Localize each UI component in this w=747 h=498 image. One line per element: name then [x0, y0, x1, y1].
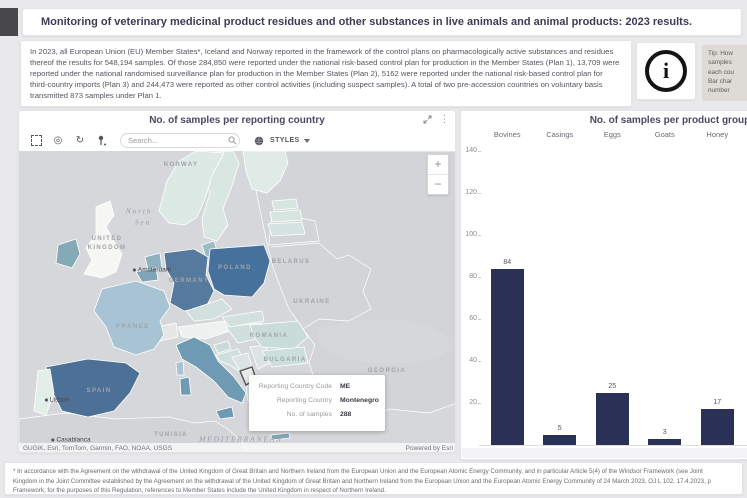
search-input[interactable]: [121, 136, 226, 145]
attribution-esri: Powered by Esri: [405, 445, 453, 452]
footnote-line: Framework, for the purposes of this Regu…: [13, 487, 386, 495]
bar-value-label: 17: [713, 399, 722, 407]
styles-label: STYLES: [270, 137, 300, 144]
map-panel-title: No. of samples per reporting country: [149, 115, 325, 126]
map-tooltip: Reporting Country Code ME Reporting Countr…: [249, 375, 385, 432]
category-label: Casings: [546, 130, 574, 139]
refresh-icon[interactable]: ↻: [75, 135, 85, 146]
y-axis-tick-label: 80: [469, 273, 477, 280]
y-axis-tick-label: 100: [465, 231, 477, 238]
y-axis-tick-mark: [478, 151, 481, 152]
tooltip-row: Reporting Country Code ME: [258, 383, 376, 392]
map-canvas[interactable]: NORWAY North Sea UNITED KINGDOM Amsterdam GERM…: [19, 151, 456, 453]
tooltip-row: Reporting Country Montenegro: [258, 396, 379, 406]
category-label: Bovines: [493, 130, 521, 139]
category-label: Eggs: [603, 130, 621, 139]
tip-text-line: Bar char: [708, 77, 733, 85]
bar-goats[interactable]: [648, 438, 682, 445]
category-label: Honey: [706, 130, 729, 139]
tooltip-field-value: 288: [340, 410, 352, 418]
expand-icon[interactable]: [422, 114, 433, 125]
tip-text-line: number: [708, 87, 730, 95]
x-axis-baseline: [479, 445, 747, 446]
bar-value-label: 25: [608, 382, 617, 390]
y-axis-tick-label: 120: [465, 189, 477, 196]
y-axis-tick-label: 40: [469, 357, 477, 364]
bar-value-label: 3: [662, 428, 667, 436]
zoom-in-button[interactable]: +: [428, 155, 448, 175]
category-label: Goats: [654, 130, 675, 139]
chart-panel: No. of samples per product group Bovines…: [460, 110, 747, 460]
map-panel: No. of samples per reporting country ⋮ ◎…: [18, 110, 456, 453]
tooltip-field-label: Reporting Country: [276, 396, 332, 404]
chart-category-axis: Bovines Casings Eggs Goats Honey: [461, 130, 747, 142]
locate-icon[interactable]: ◎: [53, 135, 63, 146]
y-axis-tick-mark: [478, 319, 481, 320]
bar-eggs[interactable]: [595, 392, 629, 445]
tip-text-line: each cou: [708, 68, 734, 76]
kebab-menu-icon[interactable]: ⋮: [439, 114, 450, 125]
y-axis-tick-label: 20: [469, 399, 477, 406]
styles-dropdown[interactable]: STYLES: [254, 136, 310, 146]
tooltip-field-value: Montenegro: [340, 396, 379, 404]
attribution-sources: GUGiK, Esri, TomTom, Garmin, FAO, NOAA, …: [23, 445, 173, 452]
tooltip-field-value: ME: [340, 383, 351, 390]
bar-casings[interactable]: [543, 434, 577, 445]
map-toolbar: ◎ ↻ STYLES: [19, 130, 455, 151]
bar-value-label: 5: [557, 424, 562, 432]
bar-bovines[interactable]: [490, 268, 524, 445]
search-icon[interactable]: [228, 136, 237, 145]
tooltip-row: No. of samples 288: [258, 411, 376, 420]
footnote-line: * In accordance with the Agreement on th…: [13, 468, 703, 475]
tip-box: Tip: How samples each cou Bar char number: [702, 45, 747, 101]
pin-icon[interactable]: [96, 135, 108, 147]
footnote-card: * In accordance with the Agreement on th…: [4, 462, 743, 495]
y-axis-tick-mark: [478, 361, 481, 362]
zoom-out-button[interactable]: −: [428, 175, 448, 194]
search-box: [120, 133, 240, 148]
europe-choropleth-map[interactable]: [19, 151, 456, 453]
info-card[interactable]: i: [636, 42, 696, 100]
footnote-line: Kingdom in the Joint Committee establish…: [13, 477, 711, 485]
intro-text: In 2023, all European Union (EU) Member …: [30, 47, 620, 100]
window-tab[interactable]: [0, 8, 18, 36]
tip-text-line: Tip: How: [708, 50, 733, 57]
chart-panel-title: No. of samples per product group: [589, 115, 747, 126]
y-axis-tick-mark: [478, 193, 481, 194]
map-zoom-control: + −: [427, 154, 449, 195]
info-icon: i: [645, 50, 687, 92]
y-axis-tick-mark: [478, 403, 481, 404]
y-axis-tick-label: 140: [465, 147, 477, 154]
basemap-icon: [254, 136, 264, 145]
chart-scrollbar-track[interactable]: [462, 448, 747, 458]
tooltip-field-label: No. of samples: [286, 410, 332, 418]
page-title: Monitoring of veterinary medicinal produ…: [41, 16, 693, 28]
y-axis-tick-mark: [478, 235, 481, 236]
tooltip-field-label: Reporting Country Code: [258, 383, 332, 390]
title-bar: Monitoring of veterinary medicinal produ…: [22, 8, 742, 36]
bar-honey[interactable]: [700, 409, 734, 445]
y-axis-tick-mark: [478, 277, 481, 278]
y-axis-tick-label: 60: [469, 315, 477, 322]
map-attribution: GUGiK, Esri, TomTom, Garmin, FAO, NOAA, …: [19, 443, 455, 452]
box-select-icon[interactable]: [31, 135, 42, 146]
tip-text-line: samples: [708, 59, 732, 67]
bar-value-label: 84: [503, 258, 512, 266]
chevron-down-icon: [303, 138, 310, 143]
map-panel-actions: ⋮: [422, 114, 450, 125]
intro-card: In 2023, all European Union (EU) Member …: [20, 40, 632, 107]
